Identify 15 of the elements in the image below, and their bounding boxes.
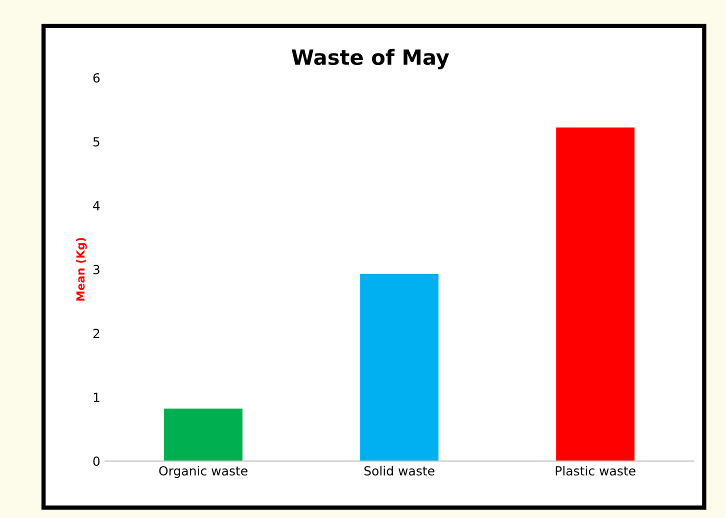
bar — [164, 408, 242, 462]
y-axis-title: Mean (Kg) — [76, 238, 87, 301]
y-tick-label: 3 — [93, 264, 100, 274]
y-tick-label: 5 — [93, 137, 100, 147]
x-tick-label: Organic waste — [159, 466, 248, 478]
y-tick-label: 2 — [93, 328, 100, 338]
y-tick-label: 0 — [93, 456, 100, 466]
y-tick-label: 1 — [94, 392, 100, 402]
bar — [556, 128, 635, 462]
y-tick-label: 6 — [93, 73, 100, 83]
bar — [360, 274, 439, 462]
chart-title: Waste of May — [292, 48, 450, 70]
x-tick-label: Plastic waste — [556, 466, 636, 476]
x-tick-label: Solid waste — [364, 466, 434, 476]
y-tick-label: 4 — [93, 201, 100, 210]
